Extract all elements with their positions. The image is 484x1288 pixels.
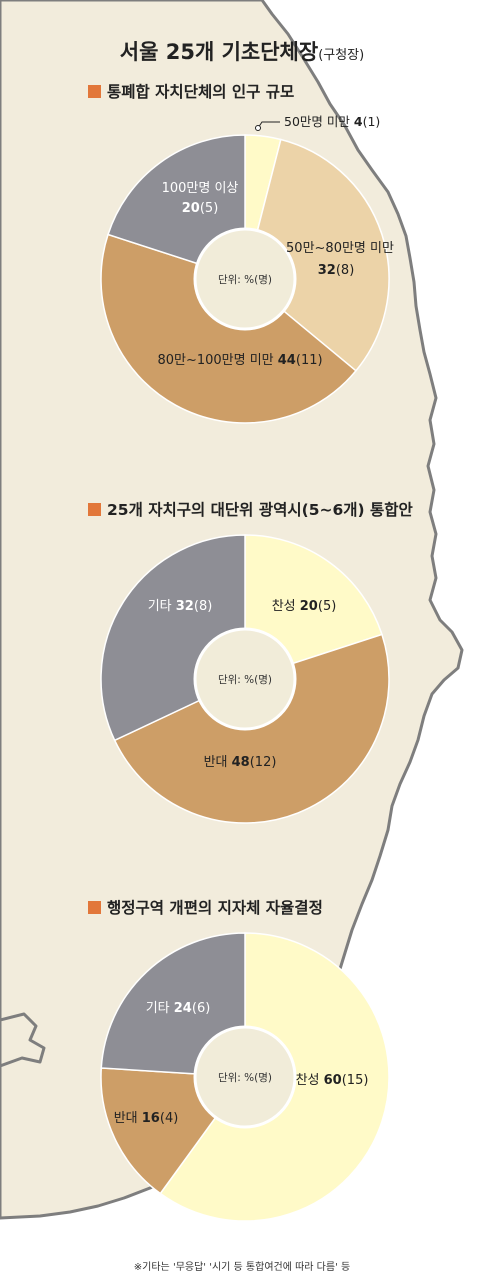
donut-chart-3: 단위: %(명) 기타 24(6) 찬성 60(15) 반대 16(4) (100, 932, 390, 1222)
data-label-찬성: 찬성 20(5) (272, 599, 337, 614)
slice-label-50만명-미만: 50만명 미만 (284, 114, 350, 129)
unit-label: 단위: %(명) (218, 673, 272, 686)
orange-square-icon (88, 84, 101, 98)
slice-value-기타: 32 (176, 599, 194, 614)
leader-dot (255, 125, 261, 131)
main-title-text: 서울 25개 기초단체장 (119, 40, 319, 64)
orange-square-icon (88, 502, 101, 516)
chart-title-1: 통폐합 자치단체의 인구 규모 (107, 83, 295, 101)
donut-center (193, 227, 297, 331)
data-label-100만명-이상: 100만명 이상 (162, 181, 239, 196)
slice-value-찬성: 20 (300, 599, 318, 614)
slice-value-반대: 16 (142, 1111, 160, 1126)
slice-value-50만-80만명-미만: 32 (318, 263, 336, 278)
slice-count-찬성: 5 (323, 599, 331, 614)
slice-count-반대: 12 (255, 755, 272, 770)
data-label-찬성: 찬성 60(15) (296, 1073, 369, 1088)
slice-count-50만-80만명-미만: 8 (341, 263, 349, 278)
data-label-반대: 반대 48(12) (204, 755, 277, 770)
donut-center (193, 1025, 297, 1129)
footnote: ※기타는 '무응답' '시기 등 통합여건에 따라 다름' 등 (133, 1262, 351, 1273)
data-value-50만-80만명-미만: 32(8) (318, 263, 355, 278)
chart-title-3: 행정구역 개편의 지자체 자율결정 (107, 899, 323, 917)
unit-label: 단위: %(명) (218, 1071, 272, 1084)
slice-count-100만명-이상: 5 (205, 201, 213, 216)
main-title-sub: (구청장) (318, 48, 365, 63)
data-label-50만명-미만: 50만명 미만 4(1) (284, 114, 380, 129)
slice-label-찬성: 찬성 (296, 1073, 320, 1088)
slice-value-기타: 24 (174, 1001, 192, 1016)
slice-value-찬성: 60 (324, 1073, 342, 1088)
pie-slice-80만~100만명-미만 (100, 233, 358, 424)
data-label-80만-100만명-미만: 80만~100만명 미만 44(11) (157, 353, 322, 368)
donut-chart-2: 단위: %(명) 기타 32(8) 찬성 20(5) 반대 48(12) (100, 534, 390, 824)
chart-title-2: 25개 자치구의 대단위 광역시(5~6개) 통합안 (107, 501, 413, 519)
data-value-100만명-이상: 20(5) (182, 201, 219, 216)
unit-label: 단위: %(명) (218, 273, 272, 286)
section-header-3: 행정구역 개편의 지자체 자율결정 (88, 896, 323, 918)
slice-count-50만명-미만: 1 (367, 114, 375, 129)
slice-label-반대: 반대 (204, 755, 228, 770)
donut-chart-1: 단위: %(명) 100만명 이상 20(5) 50만~80만명 미만 32(8… (100, 114, 394, 424)
slice-count-80만-100만명-미만: 11 (301, 353, 318, 368)
slice-label-반대: 반대 (114, 1111, 138, 1126)
data-label-기타: 기타 24(6) (146, 1001, 211, 1016)
section-header-1: 통폐합 자치단체의 인구 규모 (88, 80, 294, 102)
map-coast-detail (0, 1012, 46, 1068)
slice-value-80만-100만명-미만: 44 (278, 353, 296, 368)
pie-slice-50만~80만명-미만 (244, 138, 390, 372)
donut-center (193, 627, 297, 731)
slice-count-기타: 8 (199, 599, 207, 614)
orange-square-icon (88, 900, 101, 914)
slice-label-찬성: 찬성 (272, 599, 296, 614)
slice-count-기타: 6 (197, 1001, 205, 1016)
slice-count-찬성: 15 (347, 1073, 364, 1088)
slice-label-50만-80만명-미만: 50만~80만명 미만 (286, 241, 394, 256)
data-label-50만-80만명-미만: 50만~80만명 미만 (286, 241, 394, 256)
slice-value-100만명-이상: 20 (182, 201, 200, 216)
main-title: 서울 25개 기초단체장(구청장) (0, 36, 484, 66)
data-label-반대: 반대 16(4) (114, 1111, 179, 1126)
section-header-2: 25개 자치구의 대단위 광역시(5~6개) 통합안 (88, 498, 413, 520)
slice-count-반대: 4 (165, 1111, 173, 1126)
slice-label-기타: 기타 (146, 1001, 170, 1016)
data-label-기타: 기타 32(8) (148, 599, 213, 614)
slice-label-100만명-이상: 100만명 이상 (162, 181, 239, 196)
slice-value-50만명-미만: 4 (354, 114, 363, 129)
slice-value-반대: 48 (232, 755, 250, 770)
slice-label-80만-100만명-미만: 80만~100만명 미만 (157, 353, 273, 368)
slice-label-기타: 기타 (148, 599, 172, 614)
